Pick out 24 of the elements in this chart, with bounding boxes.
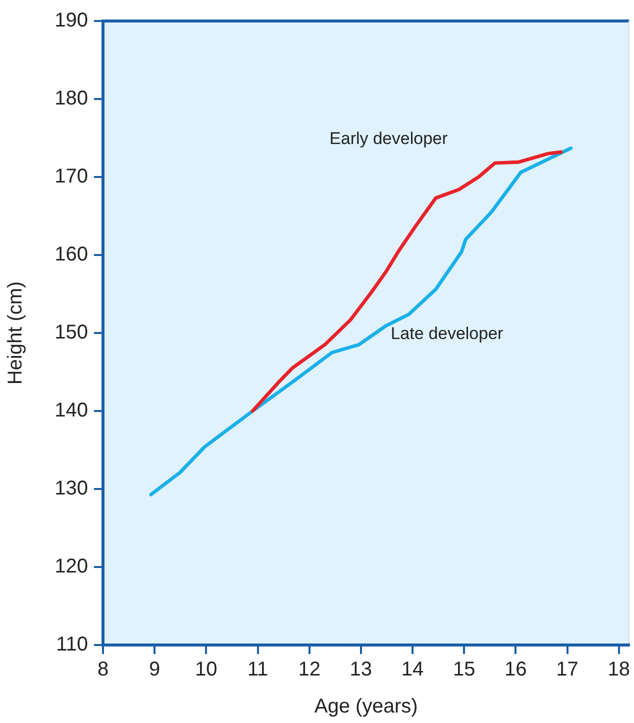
y-tick-label: 140 — [54, 400, 88, 422]
y-tick-label: 160 — [54, 244, 88, 266]
y-tick-label: 190 — [54, 10, 88, 32]
x-tick-label: 11 — [247, 658, 268, 681]
x-tick-label: 8 — [97, 658, 109, 681]
x-tick-label: 13 — [350, 658, 372, 681]
text: Early developer — [330, 128, 448, 148]
y-tick-label: 130 — [54, 478, 88, 500]
x-tick-label: 15 — [452, 658, 476, 681]
x-tick-label: 9 — [149, 658, 160, 681]
x-tick-label: 10 — [195, 658, 218, 681]
series-label: Late developer — [390, 324, 504, 344]
y-tick-label: 170 — [54, 166, 88, 188]
x-tick-label: 16 — [504, 658, 527, 681]
x-tick-label: 18 — [608, 658, 630, 681]
x-axis-title: Age (years) — [314, 696, 418, 718]
y-axis-title: Height (cm) — [4, 281, 27, 385]
y-tick-label: 180 — [54, 88, 88, 110]
y-tick-label: 110 — [56, 634, 88, 656]
y-tick-label: 120 — [54, 556, 88, 578]
x-tick-label: 17 — [556, 658, 578, 681]
x-tick-label: 14 — [401, 658, 424, 681]
x-tick-label: 12 — [298, 658, 320, 681]
y-tick-label: 150 — [54, 322, 88, 344]
